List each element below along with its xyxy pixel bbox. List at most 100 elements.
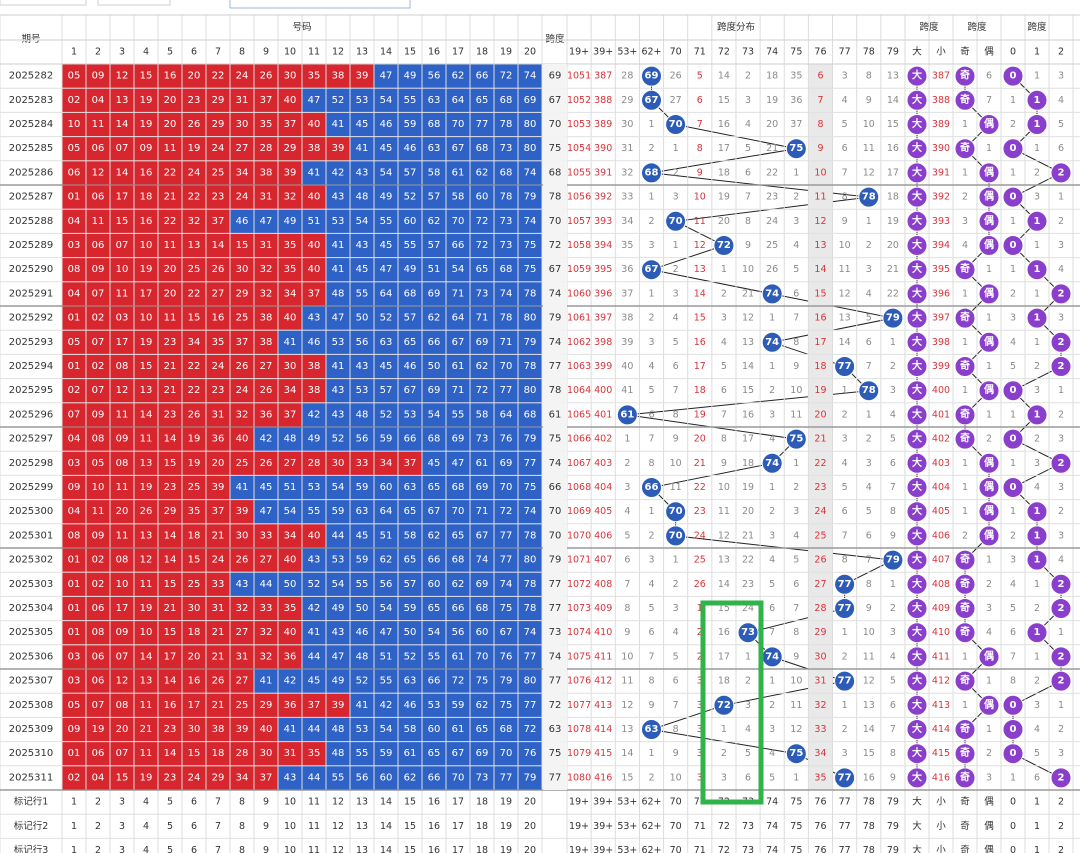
number-cell xyxy=(350,185,374,209)
number-cell xyxy=(446,427,470,451)
number: 78 xyxy=(500,119,513,130)
miss-value: 4 xyxy=(1058,264,1064,275)
input-box[interactable] xyxy=(229,0,411,9)
number: 62 xyxy=(404,772,417,783)
number-cell xyxy=(134,209,158,233)
number: 70 xyxy=(452,506,465,517)
number: 19 xyxy=(140,264,153,275)
miss-value: 22 xyxy=(742,555,754,566)
number: 39 xyxy=(236,724,249,735)
number-cell xyxy=(230,282,254,306)
number-cell xyxy=(302,306,326,330)
period: 2025285 xyxy=(9,143,54,154)
number: 69 xyxy=(476,482,489,493)
number: 33 xyxy=(260,603,273,614)
miss-value: 3 xyxy=(648,555,654,566)
number-cell xyxy=(254,306,278,330)
number: 39 xyxy=(212,482,225,493)
number-cell xyxy=(518,282,542,306)
miss-value: 1075 xyxy=(567,651,591,662)
hit-marker xyxy=(761,331,783,353)
number-cell xyxy=(254,427,278,451)
number: 71 xyxy=(476,506,489,517)
number-cell xyxy=(422,524,446,548)
miss-value: 3 xyxy=(673,603,679,614)
span: 78 xyxy=(549,385,562,396)
number-cell xyxy=(62,427,86,451)
number: 26 xyxy=(140,506,153,517)
search-box[interactable] xyxy=(0,0,87,6)
miss-value: 1056 xyxy=(567,192,591,203)
number: 25 xyxy=(188,579,201,590)
number-cell xyxy=(350,137,374,161)
number: 71 xyxy=(500,337,513,348)
hit-value: 67 xyxy=(645,264,659,275)
number: 53 xyxy=(356,95,369,106)
number: 34 xyxy=(380,458,393,469)
footer-number: 11 xyxy=(308,821,320,832)
number: 50 xyxy=(404,627,417,638)
number: 51 xyxy=(380,651,393,662)
miss-value: 3 xyxy=(745,700,751,711)
number: 54 xyxy=(428,409,441,420)
number: 54 xyxy=(380,167,393,178)
number-cell xyxy=(134,403,158,427)
number: 34 xyxy=(284,288,297,299)
number: 72 xyxy=(500,71,513,82)
number: 07 xyxy=(92,288,105,299)
miss-value: 1 xyxy=(769,313,775,324)
number-cell xyxy=(110,451,134,475)
number: 13 xyxy=(116,95,129,106)
hit-value: 大 xyxy=(912,698,922,711)
number: 77 xyxy=(500,385,513,396)
miss-value: 1 xyxy=(1034,288,1040,299)
hit-marker xyxy=(1002,138,1024,160)
number-cell xyxy=(470,209,494,233)
number: 54 xyxy=(452,264,465,275)
miss-value: 17 xyxy=(742,434,754,445)
number-cell xyxy=(134,64,158,88)
span: 78 xyxy=(549,192,562,203)
search-box[interactable] xyxy=(97,0,171,6)
miss-value: 4 xyxy=(842,458,848,469)
number-cell xyxy=(206,282,230,306)
number-cell xyxy=(326,379,350,403)
number: 35 xyxy=(284,240,297,251)
miss-value: 7 xyxy=(1010,651,1016,662)
miss-value: 5 xyxy=(673,651,679,662)
hit-marker xyxy=(954,89,976,111)
footer-number: 17 xyxy=(452,845,464,853)
hit-value: 大 xyxy=(912,407,922,420)
number-cell xyxy=(86,209,110,233)
period: 2025292 xyxy=(9,313,54,324)
span: 75 xyxy=(549,434,562,445)
miss-value: 401 xyxy=(932,409,950,420)
number-cell xyxy=(398,621,422,645)
miss-value: 2 xyxy=(648,216,654,227)
highlight-box xyxy=(700,600,764,805)
number: 02 xyxy=(68,385,81,396)
miss-value: 17 xyxy=(718,143,730,154)
number: 35 xyxy=(284,264,297,275)
span-cell xyxy=(543,499,567,524)
number-cell xyxy=(230,475,254,500)
hit-value: 69 xyxy=(645,71,659,82)
hit-value: 1 xyxy=(1034,409,1041,420)
number-cell xyxy=(422,500,446,524)
miss-value: 7 xyxy=(793,603,799,614)
miss-value: 401 xyxy=(594,409,612,420)
number: 38 xyxy=(212,724,225,735)
miss-value: 4 xyxy=(769,555,775,566)
miss-value: 3 xyxy=(697,724,703,735)
number-cell xyxy=(398,233,422,258)
hit-marker xyxy=(954,549,976,571)
number-cell xyxy=(230,524,254,548)
number-cell xyxy=(422,185,446,209)
header-number: 18 xyxy=(476,47,488,58)
number: 21 xyxy=(140,724,153,735)
number: 47 xyxy=(260,506,273,517)
miss-value: 13 xyxy=(814,240,826,251)
miss-value: 8 xyxy=(842,192,848,203)
number: 55 xyxy=(356,748,369,759)
number: 46 xyxy=(356,627,369,638)
